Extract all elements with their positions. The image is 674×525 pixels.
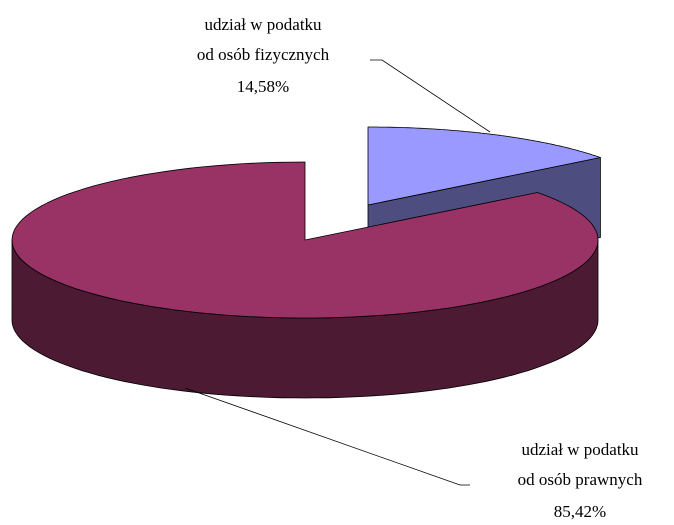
slice-label: od osób fizycznych: [197, 45, 330, 64]
slice-label: udział w podatku: [521, 440, 639, 459]
leader-line: [370, 59, 491, 133]
pie: [11, 126, 601, 399]
leader-line: [184, 387, 470, 486]
labels: udział w podatku od osób fizycznych 14,58%…: [184, 15, 643, 521]
value-label: 85,42%: [554, 502, 606, 521]
pie-slice: [367, 126, 601, 206]
slice-label: od osób prawnych: [518, 470, 643, 489]
slice-label: udział w podatku: [204, 15, 322, 34]
pie-slice: [11, 161, 599, 319]
value-label: 14,58%: [237, 77, 289, 96]
